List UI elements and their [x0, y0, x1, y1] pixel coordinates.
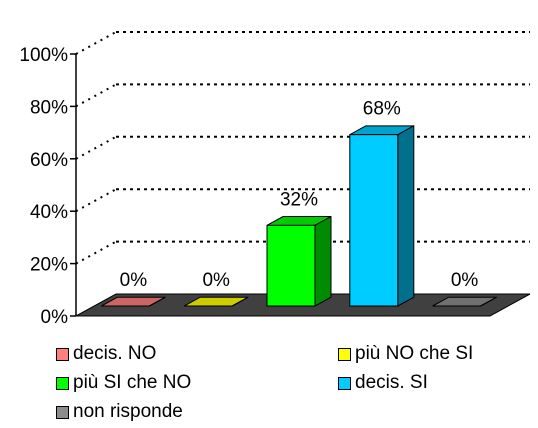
gridline-depth — [75, 188, 117, 213]
y-tick-label: 40% — [30, 202, 68, 223]
y-axis: 0% 20% 40% 60% 80% 100% — [19, 45, 77, 328]
gridline-depth — [75, 135, 117, 160]
data-label-decis-no: 0% — [120, 270, 148, 291]
bar-side — [480, 296, 497, 307]
bar-non-risponde — [432, 296, 497, 307]
y-tick-label: 100% — [19, 45, 68, 66]
legend-swatch-decis-si — [338, 376, 351, 390]
legend-label-decis-si: decis. SI — [355, 372, 428, 393]
bar-decis-si — [349, 124, 415, 307]
y-tick-label: 20% — [30, 255, 68, 276]
legend-item-piu-si-che-no: più SI che NO — [56, 372, 191, 394]
legend-swatch-decis-no — [56, 347, 69, 361]
gridlines — [75, 31, 530, 265]
bar-pi-si-che-no — [266, 215, 332, 307]
data-label-pi-no-che-si: 0% — [202, 270, 230, 291]
bar-side — [397, 124, 415, 307]
bar-side — [231, 296, 249, 307]
data-label-non-risponde: 0% — [451, 270, 479, 291]
legend-item-decis-no: decis. NO — [56, 343, 156, 365]
gridline-depth — [75, 83, 117, 108]
gridline-depth — [75, 240, 117, 265]
legend-label-decis-no: decis. NO — [73, 343, 157, 364]
bar-front — [266, 224, 316, 307]
bar-side — [314, 215, 332, 307]
legend-label-piu-si-che-no: più SI che NO — [73, 372, 192, 393]
legend-swatch-non-risponde — [56, 405, 69, 419]
bar-front — [349, 134, 399, 307]
data-labels: 0% 0% 32% 68% 0% — [120, 99, 479, 291]
bar-pi-no-che-si — [183, 296, 249, 307]
y-tick-label: 60% — [30, 150, 68, 171]
bar-side — [149, 296, 166, 307]
legend-label-non-risponde: non risponde — [73, 401, 183, 422]
legend-item-piu-no-che-si: più NO che SI — [338, 343, 473, 365]
y-tick-label: 80% — [30, 97, 68, 118]
y-tick-label: 0% — [41, 307, 69, 328]
legend-item-decis-si: decis. SI — [338, 372, 428, 394]
bar-decis-no — [101, 296, 166, 307]
gridline-depth — [75, 31, 117, 55]
legend-item-non-risponde: non risponde — [56, 401, 183, 423]
legend-swatch-piu-si-che-no — [56, 376, 69, 390]
legend-swatch-piu-no-che-si — [338, 347, 351, 361]
data-label-pi-si-che-no: 32% — [280, 189, 318, 210]
data-label-decis-si: 68% — [363, 99, 401, 120]
legend-label-piu-no-che-si: più NO che SI — [355, 343, 474, 364]
bars — [101, 124, 497, 307]
